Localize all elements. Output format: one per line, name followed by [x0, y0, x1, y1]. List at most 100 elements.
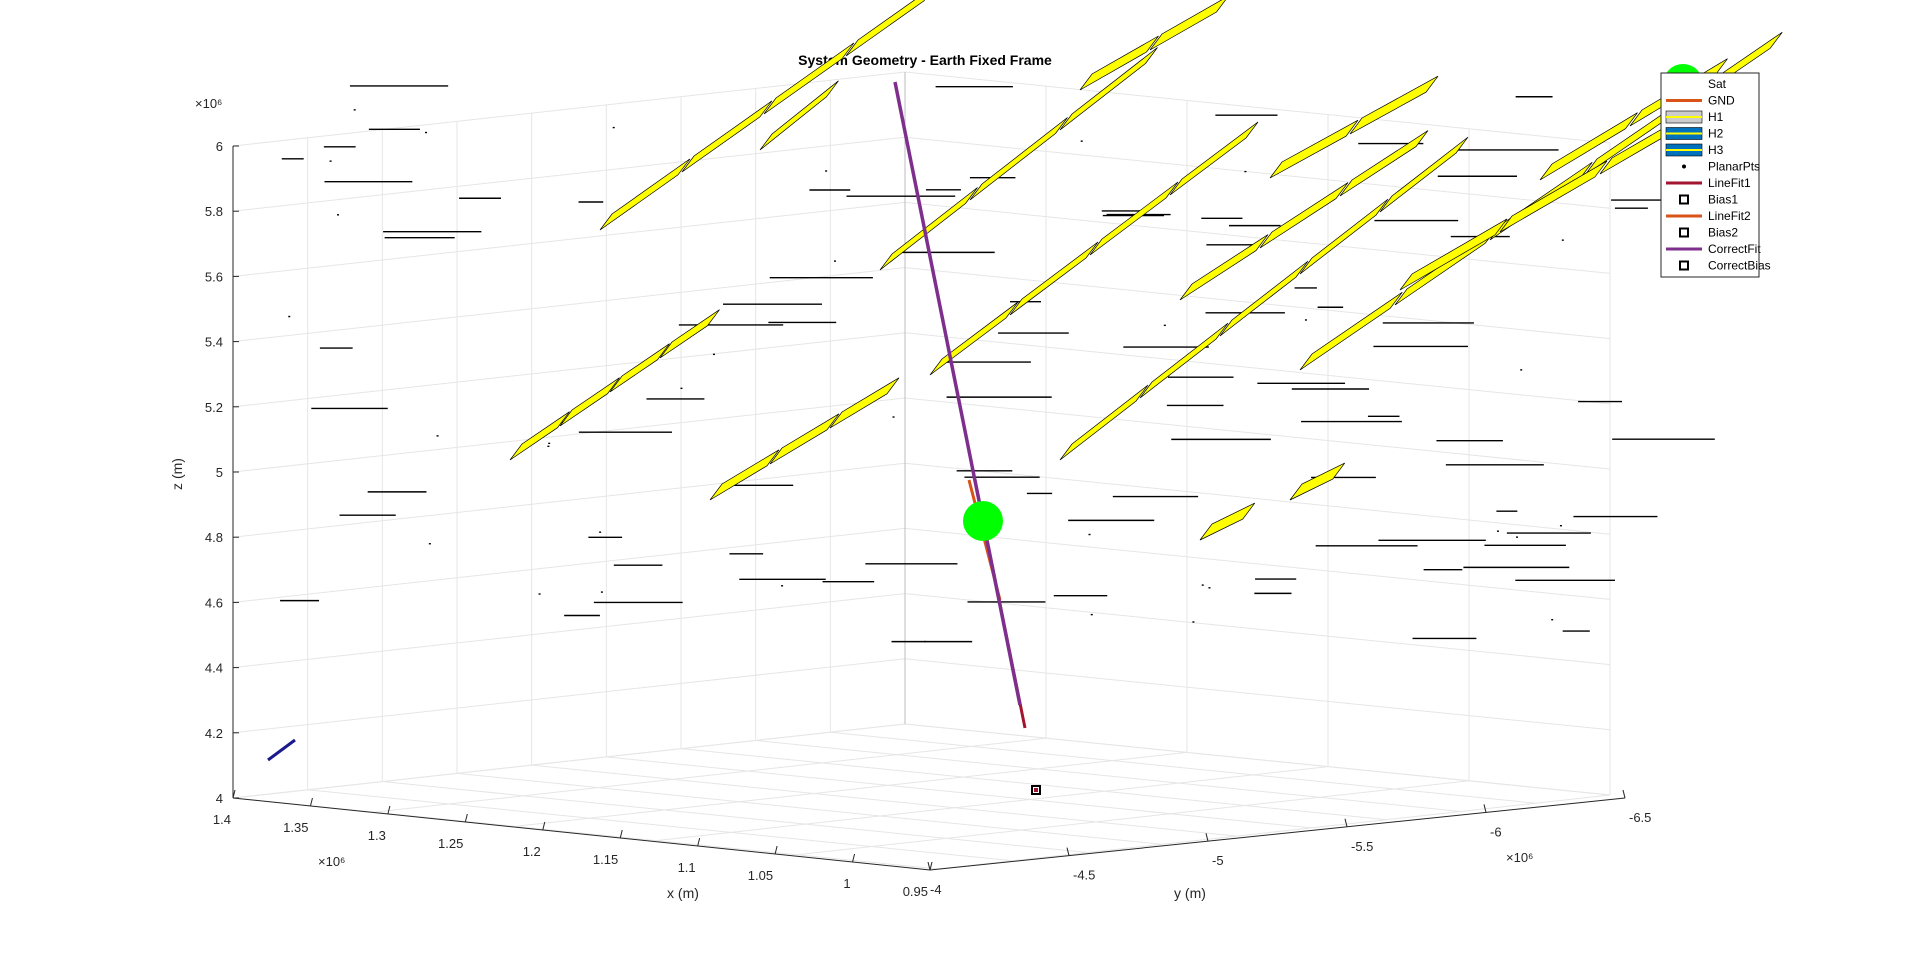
x-exponent-label: ×10⁶ [318, 854, 345, 869]
solar-panel [1139, 322, 1229, 399]
solar-panel [879, 187, 978, 271]
legend-label: LineFit1 [1708, 176, 1751, 190]
planar-points [280, 85, 1715, 643]
z-tick-label: 5.2 [205, 400, 223, 415]
x-tick-label: 1.05 [748, 868, 773, 883]
z-tick-label: 4.2 [205, 726, 223, 741]
y-tick-label: -6 [1490, 824, 1502, 839]
solar-panel [1499, 160, 1608, 233]
z-exponent-label: ×10⁶ [195, 96, 222, 111]
solar-panel [659, 309, 720, 359]
solar-panel [599, 158, 691, 231]
x-tick-label: 1.1 [678, 860, 696, 875]
y-tick-label: -5.5 [1351, 839, 1373, 854]
z-tick-label: 4.6 [205, 595, 223, 610]
solar-panel [1199, 502, 1256, 541]
solar-panel [1289, 462, 1346, 501]
solar-panel [1179, 234, 1269, 301]
gridline-floor-y [655, 766, 1329, 842]
legend-box [1660, 72, 1760, 278]
x-tick-mark [232, 789, 236, 799]
gridline-floor-x [456, 772, 1163, 845]
solar-panel [1009, 241, 1099, 316]
solar-panel [709, 449, 780, 501]
solar-panel [829, 377, 900, 429]
solar-panel [609, 343, 670, 393]
solar-panel [1219, 260, 1309, 337]
legend: Sat GND H1 H2 H3 PlanarPts LineFit1 Bias1 LineFi… [1660, 72, 1771, 278]
y-tick-label: -5 [1212, 853, 1224, 868]
legend-label: H2 [1708, 127, 1724, 141]
legend-label: CorrectBias [1708, 259, 1771, 273]
z-tick-label: 5 [216, 465, 223, 480]
y-tick-label: -4 [930, 882, 942, 897]
z-tick-label: 6 [216, 139, 223, 154]
x-tick-label: 0.95 [903, 884, 928, 899]
z-axis-label: z (m) [169, 458, 185, 490]
correct-fit [893, 81, 1022, 706]
ground-segment [267, 738, 296, 762]
solar-panel [1059, 384, 1149, 461]
y-tick-mark [1483, 804, 1487, 813]
solar-panel [845, 0, 926, 57]
legend-label: GND [1708, 94, 1735, 108]
solar-panel [1079, 35, 1159, 91]
legend-label: CorrectFit [1708, 242, 1761, 256]
solar-panel [769, 413, 840, 465]
y-tick-label: -4.5 [1073, 868, 1095, 883]
legend-swatch-square [1679, 260, 1689, 271]
y-tick-label: -6.5 [1629, 810, 1651, 825]
gridline-floor-x [382, 781, 1088, 854]
x-axis-line [232, 797, 931, 871]
gridline-floor-x [830, 731, 1536, 804]
solar-panel [1399, 218, 1508, 291]
sat-marker [963, 501, 1003, 541]
z-tick-label: 4 [216, 791, 223, 806]
gridline-floor-y [373, 737, 1047, 813]
gridline-floor-x [307, 789, 1013, 862]
x-tick-label: 1.3 [368, 828, 386, 843]
x-tick-mark [464, 813, 468, 823]
solar-panel [763, 42, 855, 115]
x-tick-label: 1.2 [523, 844, 541, 859]
x-tick-mark [309, 797, 313, 807]
legend-label: Sat [1708, 77, 1727, 91]
x-tick-mark [852, 853, 856, 863]
x-tick-mark [619, 829, 623, 839]
solar-panel [1539, 112, 1638, 181]
y-axis-line [929, 797, 1626, 871]
axis-layer [232, 145, 1626, 871]
y-tick-mark [1622, 789, 1626, 799]
legend-label: LineFit2 [1708, 209, 1751, 223]
gridline-floor-x [755, 739, 1461, 812]
solar-panel [559, 377, 620, 427]
legend-label: Bias1 [1708, 193, 1738, 207]
chart-title: System Geometry - Earth Fixed Frame [798, 52, 1052, 68]
gridline-floor-y [514, 751, 1188, 827]
x-tick-label: 1.35 [283, 820, 308, 835]
x-tick-mark [774, 845, 778, 855]
legend-swatch-square [1679, 194, 1689, 205]
y-tick-mark [927, 861, 931, 871]
x-tick-label: 1.15 [593, 852, 618, 867]
x-tick-mark [929, 861, 933, 871]
solar-panel [1269, 119, 1359, 179]
solar-panel [681, 100, 773, 173]
bias-marker [1034, 788, 1038, 792]
solar-panel [1299, 198, 1389, 275]
solar-panel [1149, 0, 1226, 51]
x-tick-mark [387, 805, 391, 815]
z-tick-label: 4.4 [205, 661, 223, 676]
solar-panel [1299, 291, 1403, 371]
x-axis-label: x (m) [667, 885, 699, 901]
legend-label: Bias2 [1708, 226, 1738, 240]
y-exponent-label: ×10⁶ [1506, 850, 1533, 865]
solar-panel [1169, 121, 1259, 196]
solar-panel [759, 80, 839, 151]
y-axis-label: y (m) [1174, 885, 1206, 901]
solar-panel [929, 301, 1019, 376]
z-tick-label: 5.4 [205, 335, 223, 350]
z-tick-label: 4.8 [205, 530, 223, 545]
x-tick-mark [697, 837, 701, 847]
